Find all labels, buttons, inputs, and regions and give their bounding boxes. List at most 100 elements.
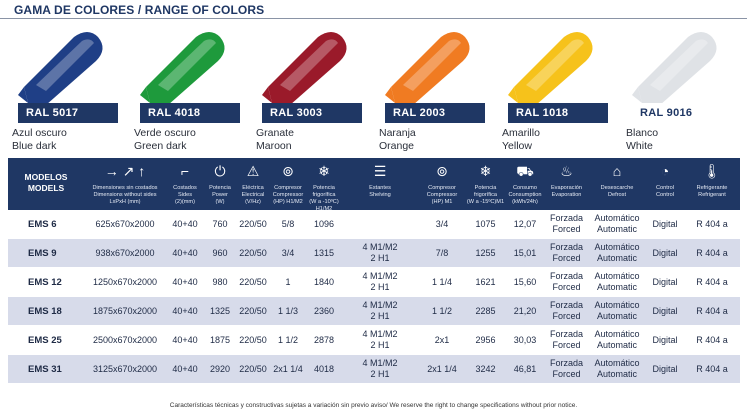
color-name-en: White xyxy=(626,140,653,152)
header-label-line: Desescarche xyxy=(600,185,634,191)
cell-control: Digital xyxy=(652,363,678,374)
header-label-line: Compresor xyxy=(274,185,302,191)
cell-frig_m1: 1621 xyxy=(475,276,496,287)
crayon-stroke-shape xyxy=(140,32,225,105)
header-label-line: Consumption xyxy=(508,192,542,198)
cell-comp: 1 xyxy=(285,276,291,287)
color-name-es: Verde oscuro xyxy=(134,127,196,139)
cell-def_b: Automatic xyxy=(596,282,638,292)
cell-evap: Forzada Forced xyxy=(545,297,588,325)
cell-comp: 2x1 1/4 xyxy=(273,363,303,374)
color-name: Verde oscuro Green dark xyxy=(134,127,246,153)
cell-dims: 938x670x2000 xyxy=(95,247,155,258)
column-header-label: Eléctrica Electrical (V/Hz) xyxy=(236,185,270,206)
cell-sides: 40+40 xyxy=(172,247,198,258)
cell-cons: 15,60 xyxy=(513,276,537,287)
model-name: EMS 9 xyxy=(28,247,57,259)
column-header: ⊚ Compresor Compressor (HP) H1/M2 xyxy=(270,158,306,210)
column-header-label: Estantes Shelving xyxy=(342,185,418,199)
cell-comp_m1: 2x1 1/4 xyxy=(427,363,457,374)
cell-evap_a: Forzada xyxy=(549,358,584,368)
crayon-stroke-shape xyxy=(18,32,103,105)
color-name-en: Yellow xyxy=(502,140,532,152)
header-label-line: (kWh/24h) xyxy=(512,199,538,205)
cell-def_b: Automatic xyxy=(596,311,638,321)
compressor-icon-2: ⊚ xyxy=(436,163,448,179)
cell-frig_m1: 1075 xyxy=(475,218,496,229)
cell-elec: 220/50 xyxy=(239,334,267,345)
cell-shelf_b: 2 H1 xyxy=(370,369,390,379)
ral-code-label: RAL 2003 xyxy=(385,103,485,123)
cell-def: Automático Automatic xyxy=(588,268,646,296)
arrows-dimensions-icon: → ↗ ↑ xyxy=(104,163,146,179)
column-header: ⊚ Compresor Compressor (HP) M1 xyxy=(418,158,466,210)
cell-shelf_a: 4 M1/M2 xyxy=(362,358,398,368)
cell-sides: 40+40 xyxy=(172,305,198,316)
cell-control: Digital xyxy=(652,276,678,287)
defrost-icon: ⌂ xyxy=(612,163,622,179)
header-label-line: Control xyxy=(655,192,675,198)
evaporation-icon: ♨ xyxy=(560,163,573,179)
color-name: Azul oscuro Blue dark xyxy=(12,127,124,153)
control-gauge-icon: ◔ xyxy=(660,163,670,179)
header-label-line: Dimensiones sin costados xyxy=(92,185,158,191)
cell-power: 2920 xyxy=(209,363,231,374)
color-name-en: Orange xyxy=(379,140,415,152)
crayon-stroke-shape xyxy=(385,32,470,105)
model-name: EMS 18 xyxy=(28,305,62,317)
header-label-line: Refrigerant xyxy=(698,192,726,198)
cell-shelf: 4 M1/M2 2 H1 xyxy=(342,326,418,354)
cell-elec: 220/50 xyxy=(239,247,267,258)
ral-code-label: RAL 9016 xyxy=(632,103,732,123)
column-header-label: Control Control xyxy=(646,185,684,199)
header-label-line: Compressor xyxy=(272,192,304,198)
cell-cons: 15,01 xyxy=(513,247,537,258)
cell-elec: 220/50 xyxy=(239,218,267,229)
color-swatch: RAL 4018 Verde oscuro Green dark xyxy=(128,25,248,155)
color-name-en: Green dark xyxy=(134,140,187,152)
header-label-line: Electrical xyxy=(241,192,265,198)
models-header-en: MODELS xyxy=(27,183,65,193)
color-name: Naranja Orange xyxy=(379,127,491,153)
header-label-line: Evaporation xyxy=(551,192,582,198)
cell-evap: Forzada Forced xyxy=(545,326,588,354)
header-label-line: Potencia xyxy=(474,185,497,191)
cell-comp: 1 1/3 xyxy=(277,305,299,316)
color-swatch: RAL 1018 Amarillo Yellow xyxy=(496,25,616,155)
table-row: EMS 31 3125x670x2000 40+40 2920 220/50 2x1 1/… xyxy=(8,355,740,384)
cell-shelf: 4 M1/M2 2 H1 xyxy=(342,268,418,296)
header-label-line: Consumo xyxy=(513,185,537,191)
column-header: 🌡 Refrigerante Refrigerant xyxy=(684,158,740,210)
column-header: ☰ Estantes Shelving xyxy=(342,158,418,210)
cell-def_a: Automático xyxy=(594,242,640,252)
color-swatch: RAL 3003 Granate Maroon xyxy=(250,25,370,155)
cell-dims: 1250x670x2000 xyxy=(92,276,158,287)
power-icon: ⏻ xyxy=(214,163,226,179)
header-label-line: (W a -10ºC) H1/M2 xyxy=(309,199,339,212)
column-header-label: Consumo Consumption (kWh/24h) xyxy=(505,185,545,206)
header-label-line: Compressor xyxy=(426,192,458,198)
cell-shelf: 4 M1/M2 2 H1 xyxy=(342,239,418,267)
page-title: GAMA DE COLORES / RANGE OF COLORS xyxy=(14,3,265,17)
cell-def_b: Automatic xyxy=(596,253,638,263)
column-header-label: Potencia frigorífica (W a -15ºC)M1 xyxy=(466,185,505,206)
cell-def: Automático Automatic xyxy=(588,297,646,325)
cell-evap_b: Forced xyxy=(552,224,581,234)
color-name-en: Blue dark xyxy=(12,140,57,152)
header-label-line: (W) xyxy=(215,199,225,205)
sides-icon: ⌐ xyxy=(180,163,190,179)
header-label-line: LxPxH (mm) xyxy=(109,199,141,205)
header-label-line: (HP) H1/M2 xyxy=(273,199,303,205)
header-label-line: Potencia xyxy=(209,185,231,191)
color-swatch: RAL 9016 Blanco White xyxy=(620,25,740,155)
color-name: Amarillo Yellow xyxy=(502,127,614,153)
header-label-line: Evaporación xyxy=(550,185,583,191)
ral-code-label: RAL 1018 xyxy=(508,103,608,123)
refrigerant-thermometer-icon: 🌡 xyxy=(703,163,721,179)
color-swatch: RAL 5017 Azul oscuro Blue dark xyxy=(6,25,126,155)
cell-control: Digital xyxy=(652,305,678,316)
cell-shelf_b: 2 H1 xyxy=(370,253,390,263)
cell-def_a: Automático xyxy=(594,358,640,368)
table-row: EMS 12 1250x670x2000 40+40 980 220/50 1 1840 4 … xyxy=(8,268,740,297)
model-name: EMS 31 xyxy=(28,363,62,375)
